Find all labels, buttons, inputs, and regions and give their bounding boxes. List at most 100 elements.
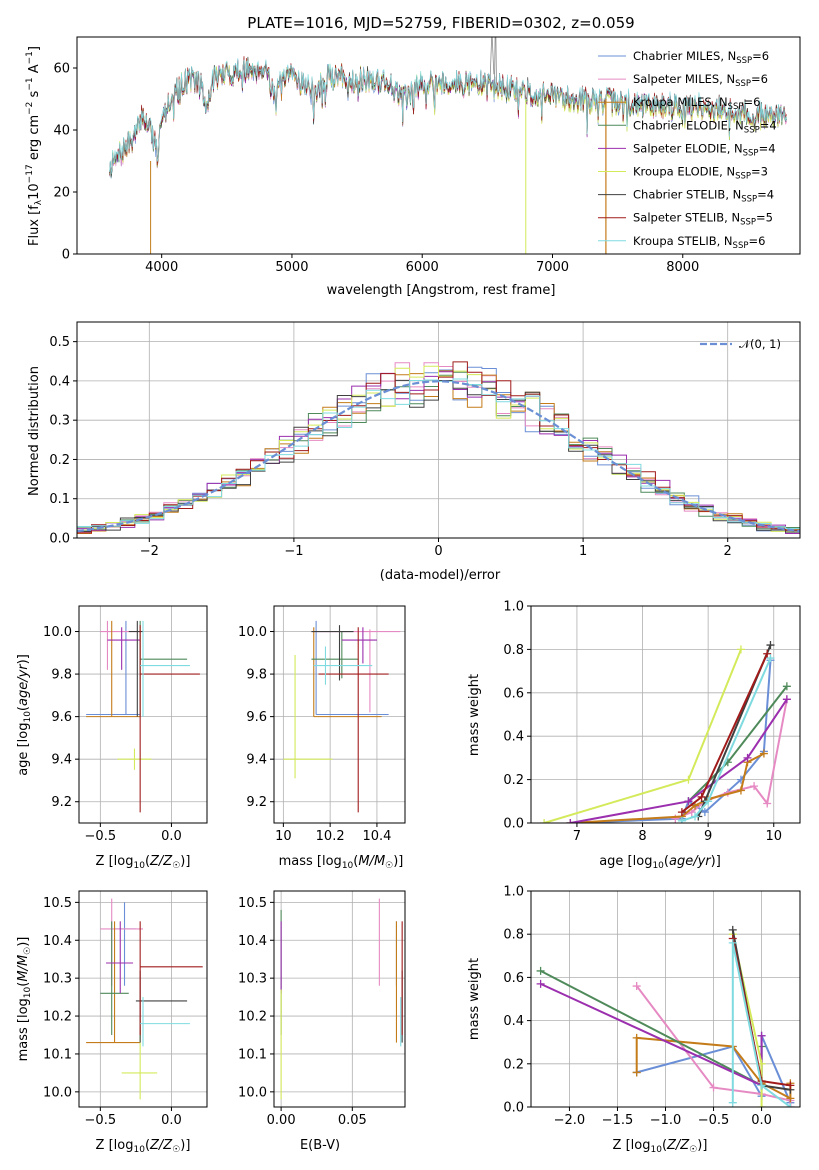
x-tick-label: −0.5 <box>698 1113 730 1128</box>
ylabel-part: A <box>27 64 42 77</box>
mass-ylabel: mass [log10(M/M☉)] <box>16 937 33 1062</box>
weight-point-marker <box>728 1098 737 1107</box>
weight-point-marker <box>728 938 737 947</box>
y-tick-label: 0.8 <box>503 928 524 943</box>
weight-point-marker <box>691 812 700 821</box>
legend-label-value: =3 <box>751 165 768 179</box>
residual-histogram-panel: −2 −1 0 1 2 0.0 0.1 0.2 0.3 0.4 0.5 <box>49 321 801 559</box>
mass-vs-metallicity-panel: −0.5 0.0 10.0 10.1 10.2 10.3 10.4 10.5 <box>43 890 208 1128</box>
legend-label-sub: SSP <box>741 195 757 205</box>
ylabel-part: 10 <box>27 183 42 200</box>
x-tick-label: 2 <box>724 544 732 559</box>
legend-label-text: Kroupa ELODIE, N <box>633 165 735 179</box>
spectrum-spike <box>489 37 495 84</box>
legend-label-sub: SSP <box>735 172 751 182</box>
x-tick-label: 6000 <box>406 260 439 275</box>
x-tick-label: 10.2 <box>316 829 345 844</box>
weight-z-ylabel: mass weight <box>467 958 482 1040</box>
weight-point-marker <box>677 808 686 817</box>
x-tick-label: 0.0 <box>161 1113 182 1128</box>
ylabel-part: ] <box>27 46 42 51</box>
y-tick-label: 9.8 <box>51 668 72 683</box>
legend-label-value: =6 <box>743 95 760 109</box>
y-tick-label: 9.4 <box>246 753 267 768</box>
y-tick-label: 10.3 <box>43 972 72 987</box>
weight-point-marker <box>677 816 686 823</box>
spectrum-panel: 4000 5000 6000 7000 8000 0 20 40 60 <box>53 36 801 275</box>
x-tick-label: 5000 <box>275 260 308 275</box>
x-tick-label: 7 <box>573 829 581 844</box>
x-tick-label: −1 <box>284 544 303 559</box>
y-tick-label: 10.2 <box>43 1010 72 1025</box>
weight-point-marker <box>632 982 641 991</box>
ylabel-part: Flux [f <box>27 205 42 246</box>
legend-label-sub: SSP <box>736 56 752 66</box>
x-tick-label: −2.0 <box>554 1113 586 1128</box>
x-tick-label: 10 <box>275 829 292 844</box>
legend-label-text: Salpeter ELODIE, N <box>633 141 743 155</box>
weight-point-marker <box>786 1081 795 1090</box>
weight-point-marker <box>736 786 745 795</box>
y-tick-label: 0.0 <box>503 817 524 832</box>
y-tick-label: 9.2 <box>246 795 267 810</box>
weight-point-marker <box>540 819 549 823</box>
weight-point-marker <box>766 641 775 650</box>
legend-label: Salpeter STELIB, NSSP=5 <box>633 211 773 228</box>
legend-label-value: =4 <box>757 188 774 202</box>
ylabel-part: erg cm <box>27 115 42 164</box>
legend-label-value: =6 <box>752 49 769 63</box>
legend-label-text: Kroupa STELIB, N <box>633 234 733 248</box>
y-tick-label: 10.5 <box>238 896 267 911</box>
y-tick-label: 10.1 <box>238 1047 267 1062</box>
legend-label: Kroupa MILES, NSSP=6 <box>633 95 760 112</box>
x-tick-label: −1.5 <box>602 1113 634 1128</box>
legend-label-text: Chabrier STELIB, N <box>633 188 741 202</box>
axes-frame <box>76 321 801 539</box>
x-tick-label: −0.5 <box>85 1113 117 1128</box>
spectrum-ylabel: Flux [fλ10−17 erg cm−2 s−1 A−1] <box>25 46 44 246</box>
weight-point-marker <box>759 749 768 758</box>
y-tick-label: 10.0 <box>238 625 267 640</box>
y-tick-label: 0.6 <box>503 686 524 701</box>
legend-label-text: Chabrier ELODIE, N <box>633 118 744 132</box>
weight-series-line <box>570 752 765 823</box>
histogram-step <box>77 365 800 533</box>
age-ylabel: age [log10(age/yr)] <box>16 654 33 776</box>
weight-point-marker <box>566 819 575 823</box>
x-tick-label: 7000 <box>536 260 569 275</box>
legend-label-sub: SSP <box>733 241 749 251</box>
reddening-xlabel: E(B-V) <box>300 1138 340 1153</box>
legend-label-sub: SSP <box>735 79 751 89</box>
y-tick-label: 10.4 <box>43 934 72 949</box>
spectrum-spike <box>494 37 497 84</box>
weight-vs-age-panel: 7 8 9 10 0.0 0.2 0.4 0.6 0.8 1.0 <box>503 600 801 844</box>
mass-vs-reddening-panel: 0.00 0.05 10.0 10.1 10.2 10.3 10.4 10.5 <box>238 890 406 1128</box>
weight-z-xlabel: Z [log10(Z/Z☉)] <box>613 1138 708 1155</box>
weight-point-marker <box>782 682 791 691</box>
x-tick-label: −1.0 <box>650 1113 682 1128</box>
spectrum-title: PLATE=1016, MJD=52759, FIBERID=0302, z=0… <box>247 14 634 32</box>
histogram-xlabel: (data-model)/error <box>380 568 501 583</box>
y-tick-label: 0.5 <box>49 335 70 350</box>
legend-label-sub: SSP <box>743 148 759 158</box>
x-tick-label: 1 <box>579 544 587 559</box>
weight-point-marker <box>684 797 693 806</box>
legend-label-sub: SSP <box>744 125 760 135</box>
x-tick-label: −2 <box>140 544 159 559</box>
weight-point-marker <box>684 775 693 784</box>
weight-point-marker <box>697 792 706 801</box>
spectrum-series-line <box>109 58 787 174</box>
histogram-bars <box>77 361 800 534</box>
y-tick-label: 0.2 <box>503 1057 524 1072</box>
y-tick-label: 0.6 <box>503 971 524 986</box>
x-tick-label: 0.0 <box>751 1113 772 1128</box>
y-tick-label: 10.1 <box>43 1047 72 1062</box>
ylabel-part: s <box>27 90 42 101</box>
weight-age-ylabel: mass weight <box>467 674 482 756</box>
axes-frame <box>530 605 801 824</box>
weight-series-line <box>681 657 772 822</box>
age-vs-mass-panel: 10 10.2 10.4 9.2 9.4 9.6 9.8 10.0 <box>238 605 406 844</box>
ylabel-part: −2 <box>25 102 35 115</box>
legend-label-text: Salpeter MILES, N <box>633 72 735 86</box>
x-tick-label: 0 <box>434 544 442 559</box>
